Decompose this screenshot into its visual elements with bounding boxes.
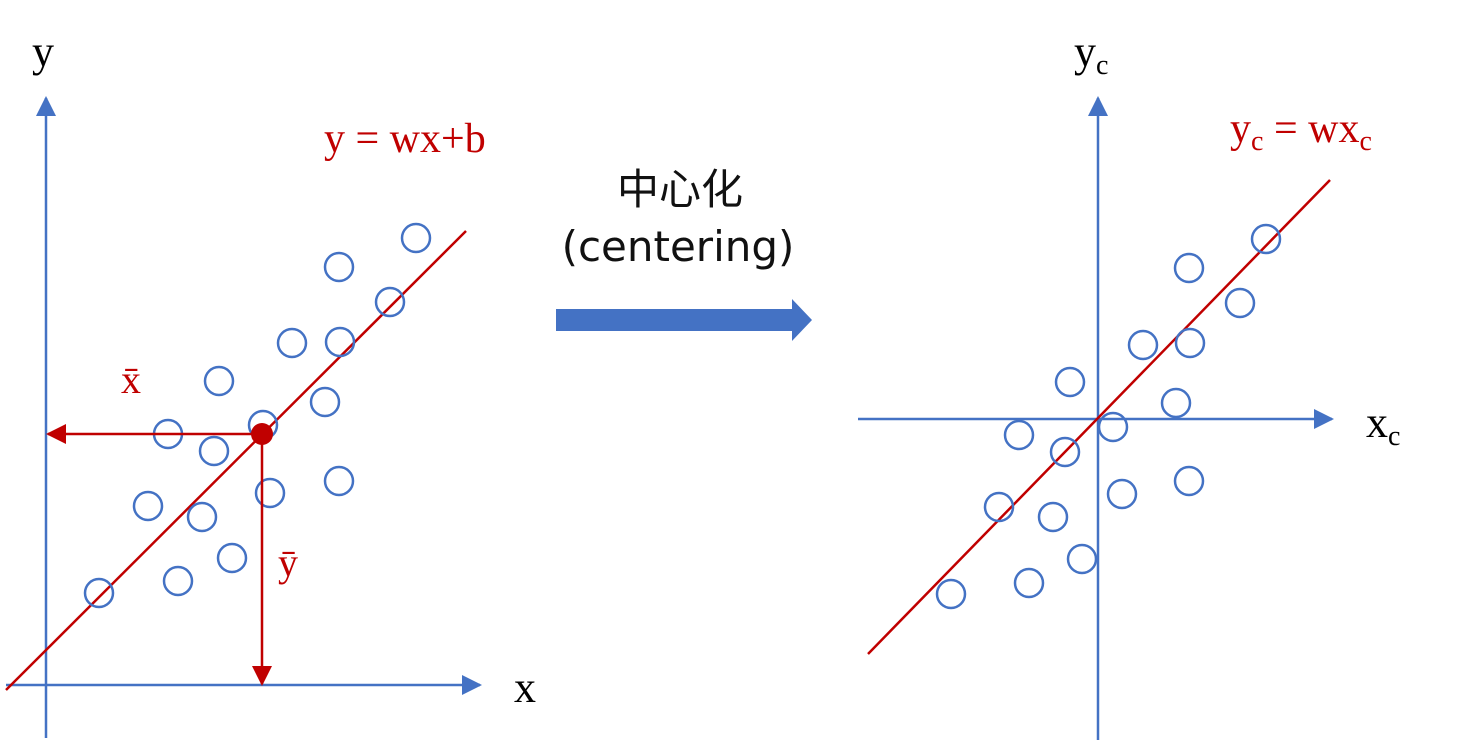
data-point — [162, 565, 194, 597]
left-regression-line — [5, 230, 467, 691]
right-regression-line — [867, 179, 1331, 655]
data-point — [198, 435, 230, 467]
data-point — [1173, 252, 1205, 284]
left-equation: y = wx+b — [324, 116, 486, 162]
data-point — [216, 542, 248, 574]
data-point — [324, 326, 356, 358]
transform-label-en: (centering) — [562, 222, 795, 271]
data-point — [983, 491, 1015, 523]
mean-point — [251, 423, 273, 445]
data-point — [1003, 419, 1035, 451]
right-equation: yc = wxc — [1230, 106, 1372, 157]
left-x-axis-label: x — [514, 663, 536, 712]
data-point — [400, 222, 432, 254]
data-point — [1037, 501, 1069, 533]
data-point — [935, 578, 967, 610]
right-x-axis-label: xc — [1366, 398, 1400, 452]
data-point — [83, 577, 115, 609]
right-data-points — [935, 223, 1282, 610]
x-mean-label: x̄ — [121, 357, 141, 402]
transform-arrow-icon — [556, 299, 812, 341]
right-y-axis-label: yc — [1074, 27, 1108, 81]
transform-label-ja: 中心化 — [617, 165, 743, 214]
data-point — [374, 286, 406, 318]
data-point — [276, 327, 308, 359]
data-point — [1173, 465, 1205, 497]
y-mean-label: ȳ — [278, 540, 298, 585]
data-point — [1250, 223, 1282, 255]
data-point — [1127, 329, 1159, 361]
data-point — [203, 365, 235, 397]
data-point — [323, 465, 355, 497]
data-point — [186, 501, 218, 533]
data-point — [309, 386, 341, 418]
data-point — [1097, 411, 1129, 443]
data-point — [323, 251, 355, 283]
left-y-axis-label: y — [32, 27, 54, 76]
data-point — [1049, 436, 1081, 468]
left-data-points — [83, 222, 432, 609]
data-point — [254, 477, 286, 509]
transform-section: 中心化 (centering) — [556, 165, 812, 341]
data-point — [1054, 366, 1086, 398]
data-point — [1106, 478, 1138, 510]
left-panel: y x y = wx+b x̄ — [5, 27, 536, 738]
data-point — [1066, 543, 1098, 575]
data-point — [1013, 567, 1045, 599]
right-panel: yc xc yc = wxc — [858, 27, 1400, 740]
data-point — [132, 490, 164, 522]
data-point — [1224, 287, 1256, 319]
data-point — [1174, 327, 1206, 359]
data-point — [1160, 387, 1192, 419]
